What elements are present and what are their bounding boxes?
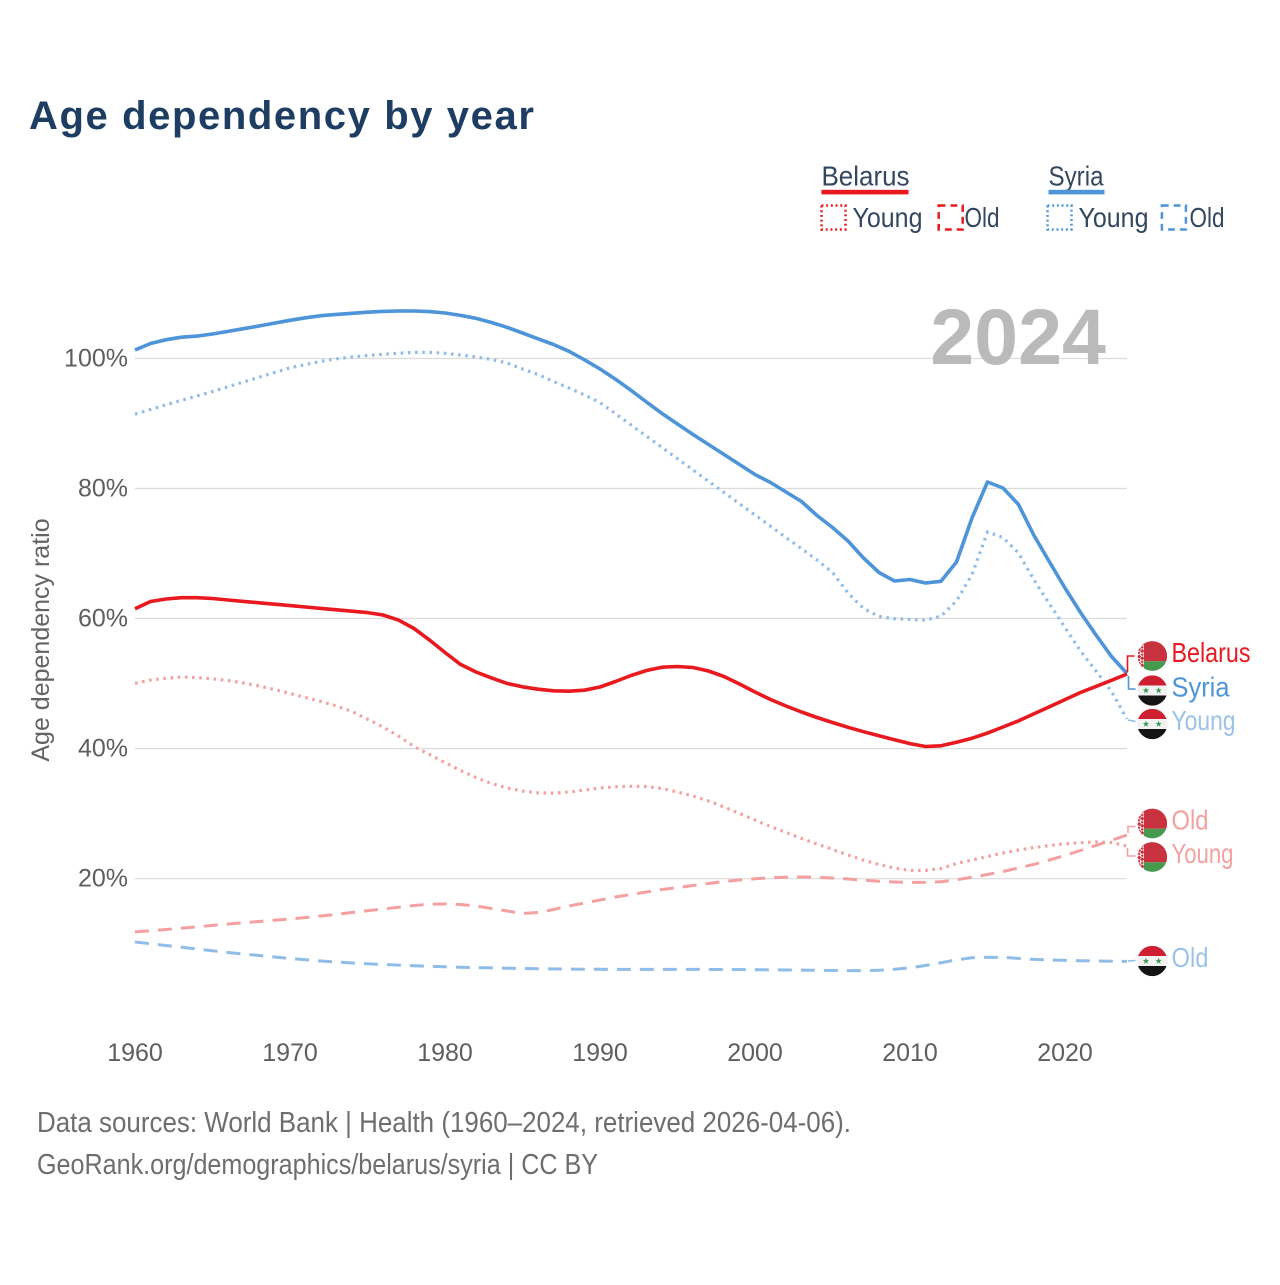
svg-text:1970: 1970: [262, 1039, 318, 1067]
svg-text:Syria: Syria: [1049, 161, 1104, 192]
svg-text:Old: Old: [1190, 202, 1225, 233]
svg-text:Age dependency by year: Age dependency by year: [29, 94, 536, 138]
svg-text:2000: 2000: [727, 1039, 783, 1067]
svg-text:Young: Young: [853, 202, 923, 233]
svg-text:1960: 1960: [107, 1039, 163, 1067]
svg-text:Old: Old: [1172, 805, 1209, 836]
svg-text:2024: 2024: [930, 292, 1106, 381]
svg-text:Belarus: Belarus: [1172, 637, 1251, 668]
svg-text:1990: 1990: [572, 1039, 628, 1067]
svg-text:Old: Old: [965, 202, 1000, 233]
svg-text:20%: 20%: [78, 865, 128, 893]
svg-text:2020: 2020: [1037, 1039, 1093, 1067]
svg-text:Old: Old: [1172, 942, 1209, 973]
svg-text:Age dependency ratio: Age dependency ratio: [27, 518, 55, 761]
svg-text:Data sources: World Bank | Hea: Data sources: World Bank | Health (1960–…: [37, 1107, 851, 1139]
svg-text:Syria: Syria: [1172, 672, 1230, 703]
svg-text:GeoRank.org/demographics/belar: GeoRank.org/demographics/belarus/syria |…: [37, 1149, 598, 1181]
svg-text:100%: 100%: [64, 345, 128, 373]
svg-text:Young: Young: [1079, 202, 1149, 233]
svg-text:80%: 80%: [78, 475, 128, 503]
svg-text:40%: 40%: [78, 735, 128, 763]
svg-text:1980: 1980: [417, 1039, 473, 1067]
svg-text:60%: 60%: [78, 605, 128, 633]
svg-text:Young: Young: [1172, 705, 1236, 736]
svg-text:2010: 2010: [882, 1039, 938, 1067]
svg-text:Belarus: Belarus: [822, 161, 910, 192]
svg-text:Young: Young: [1172, 838, 1234, 869]
